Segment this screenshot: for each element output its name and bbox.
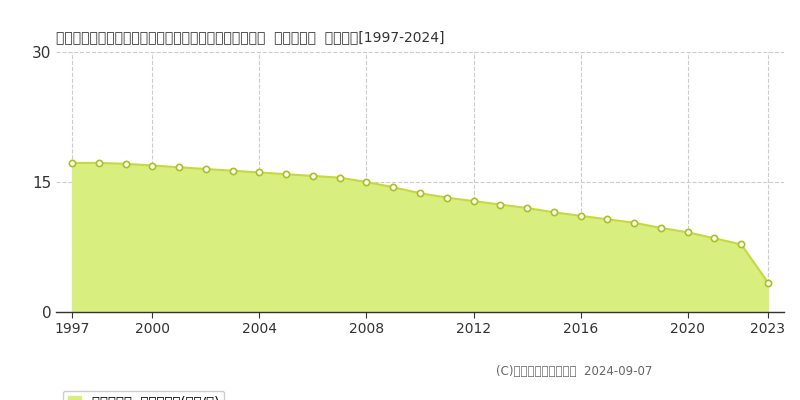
Text: 岩手県九戸郡軽米町大字軽米第８地割字大軽米５９番１  基準地価格  地価推移[1997-2024]: 岩手県九戸郡軽米町大字軽米第８地割字大軽米５９番１ 基準地価格 地価推移[199… xyxy=(56,30,445,44)
Text: (C)土地価格ドットコム  2024-09-07: (C)土地価格ドットコム 2024-09-07 xyxy=(496,365,652,378)
Legend: 基準地価格  平均啴単価(万円/啴): 基準地価格 平均啴単価(万円/啴) xyxy=(62,391,224,400)
